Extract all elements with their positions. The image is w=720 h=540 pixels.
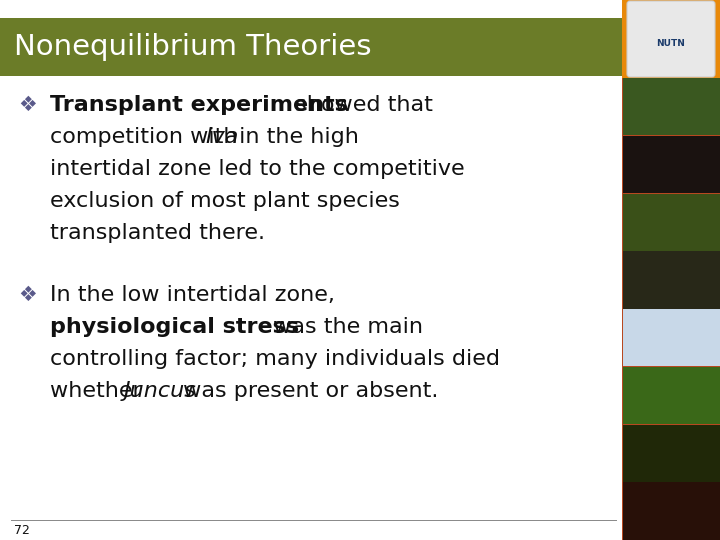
Bar	[622, 0, 720, 78]
Text: Juncus: Juncus	[123, 381, 196, 401]
Text: exclusion of most plant species: exclusion of most plant species	[50, 191, 400, 211]
Text: competition with: competition with	[50, 127, 245, 147]
Bar	[623, 424, 720, 482]
Text: Iva: Iva	[206, 127, 239, 147]
Text: ❖: ❖	[18, 285, 37, 305]
Text: intertidal zone led to the competitive: intertidal zone led to the competitive	[50, 159, 464, 179]
Bar	[623, 309, 720, 366]
Bar	[623, 78, 720, 135]
Text: was present or absent.: was present or absent.	[176, 381, 439, 401]
Text: In the low intertidal zone,: In the low intertidal zone,	[50, 285, 335, 305]
Text: in the high: in the high	[233, 127, 359, 147]
Text: NUTN: NUTN	[657, 38, 685, 48]
Text: whether: whether	[50, 381, 149, 401]
Bar	[623, 136, 720, 193]
Bar	[622, 0, 720, 540]
Text: 72: 72	[14, 523, 30, 537]
Text: Nonequilibrium Theories: Nonequilibrium Theories	[14, 33, 372, 61]
Bar	[623, 367, 720, 424]
Text: controlling factor; many individuals died: controlling factor; many individuals die…	[50, 349, 500, 369]
Bar	[623, 482, 720, 539]
Text: Transplant experiments: Transplant experiments	[50, 95, 348, 115]
Bar	[0, 18, 622, 76]
Text: transplanted there.: transplanted there.	[50, 223, 265, 243]
FancyBboxPatch shape	[627, 1, 715, 77]
Text: was the main: was the main	[266, 317, 423, 337]
Text: ❖: ❖	[18, 95, 37, 115]
Text: physiological stress: physiological stress	[50, 317, 299, 337]
Bar	[623, 193, 720, 251]
Text: showed that: showed that	[287, 95, 433, 115]
Bar	[623, 251, 720, 308]
